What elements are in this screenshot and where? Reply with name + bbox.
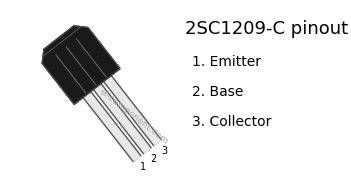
Text: 2: 2 [151,154,157,164]
Text: 3: 3 [161,146,167,156]
Text: 3. Collector: 3. Collector [192,115,271,129]
Text: 1: 1 [140,162,147,172]
Text: 2. Base: 2. Base [192,85,243,99]
Text: 2SC1209-C pinout: 2SC1209-C pinout [185,20,348,38]
Text: 1. Emitter: 1. Emitter [192,55,261,69]
Polygon shape [42,26,120,104]
Text: el-component.com: el-component.com [97,86,170,146]
